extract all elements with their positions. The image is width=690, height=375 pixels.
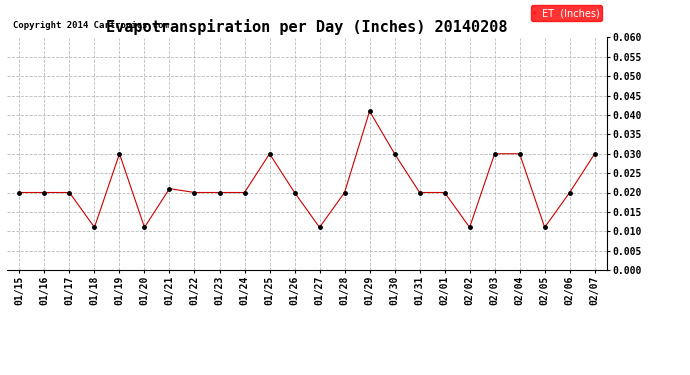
Legend: ET  (Inches): ET (Inches) [531,5,602,21]
Title: Evapotranspiration per Day (Inches) 20140208: Evapotranspiration per Day (Inches) 2014… [106,19,508,35]
Text: Copyright 2014 Cartronics.com: Copyright 2014 Cartronics.com [13,21,169,30]
